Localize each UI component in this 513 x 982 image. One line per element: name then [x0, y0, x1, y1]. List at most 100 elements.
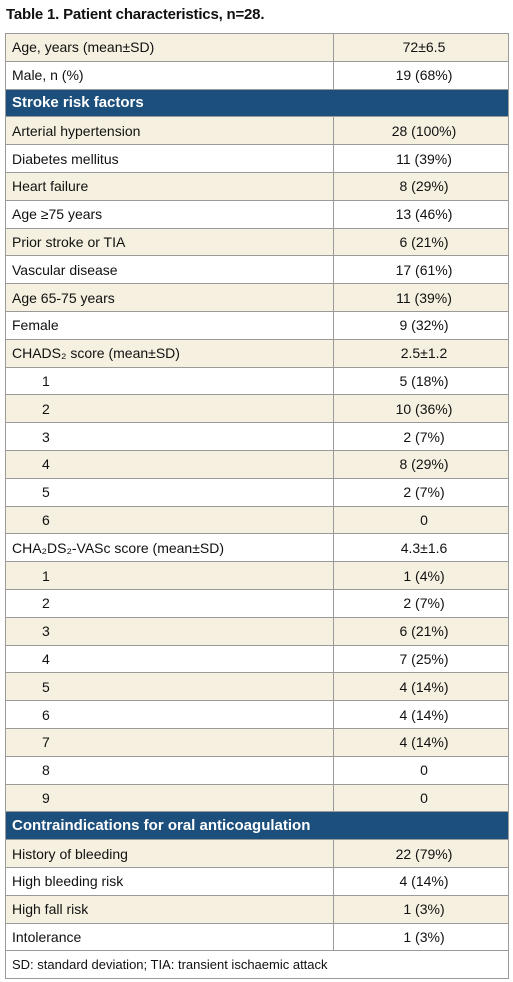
table-row: High bleeding risk 4 (14%) [6, 867, 509, 896]
table: Age, years (mean±SD) 72±6.5 Male, n (%) 19 … [5, 33, 509, 980]
row-label: Intolerance [6, 923, 334, 951]
row-label: Age, years (mean±SD) [6, 34, 334, 61]
row-label: Age 65-75 years [6, 284, 334, 311]
row-label: 4 [6, 450, 334, 478]
row-label: Age ≥75 years [6, 200, 334, 228]
row-value: 1 (3%) [334, 895, 509, 923]
table-title: Table 1. Patient characteristics, n=28. [6, 6, 265, 23]
row-label: CHADS₂ score (mean±SD) [6, 339, 334, 367]
row-label: Arterial hypertension [6, 117, 334, 145]
row-value: 1 (3%) [334, 923, 509, 951]
footnote-text: SD: standard deviation; TIA: transient i… [6, 951, 509, 979]
row-label: 7 [6, 728, 334, 756]
row-value: 5 (18%) [334, 367, 509, 395]
row-value: 10 (36%) [334, 395, 509, 423]
row-value: 4 (14%) [334, 728, 509, 756]
row-value: 6 (21%) [334, 617, 509, 645]
table-row: Male, n (%) 19 (68%) [6, 61, 509, 90]
row-value: 28 (100%) [334, 117, 509, 145]
section-header: Stroke risk factors [6, 89, 509, 118]
row-value: 13 (46%) [334, 200, 509, 228]
row-label: 5 [6, 673, 334, 701]
table-row: Age, years (mean±SD) 72±6.5 [6, 34, 509, 62]
row-label: Heart failure [6, 172, 334, 200]
row-label: 6 [6, 506, 334, 534]
row-label: 4 [6, 645, 334, 673]
table-row: Heart failure 8 (29%) [6, 172, 509, 201]
row-label: 1 [6, 562, 334, 589]
table-row: Female 9 (32%) [6, 311, 509, 340]
table-row: Intolerance 1 (3%) [6, 923, 509, 952]
row-label: 5 [6, 478, 334, 506]
row-value: 17 (61%) [334, 256, 509, 284]
row-label: 9 [6, 784, 334, 812]
row-label: 8 [6, 756, 334, 784]
row-value: 0 [334, 784, 509, 812]
row-label: Female [6, 311, 334, 339]
row-value: 72±6.5 [334, 34, 509, 61]
row-label: 3 [6, 617, 334, 645]
row-value: 9 (32%) [334, 311, 509, 339]
table-row: Vascular disease 17 (61%) [6, 256, 509, 285]
row-value: 4 (14%) [334, 867, 509, 895]
table-row: 2 10 (36%) [6, 395, 509, 424]
row-label: 2 [6, 395, 334, 423]
row-label: 1 [6, 367, 334, 395]
table-row: Age ≥75 years 13 (46%) [6, 200, 509, 229]
row-value: 8 (29%) [334, 450, 509, 478]
row-label: Vascular disease [6, 256, 334, 284]
row-value: 2 (7%) [334, 478, 509, 506]
row-label: Prior stroke or TIA [6, 228, 334, 256]
row-value: 11 (39%) [334, 145, 509, 172]
row-label: History of bleeding [6, 840, 334, 867]
table-row: Arterial hypertension 28 (100%) [6, 117, 509, 146]
row-label: 2 [6, 589, 334, 617]
row-value: 0 [334, 506, 509, 534]
table-row: CHA₂DS₂-VASc score (mean±SD) 4.3±1.6 [6, 534, 509, 563]
table-row: History of bleeding 22 (79%) [6, 840, 509, 868]
row-value: 0 [334, 756, 509, 784]
row-value: 8 (29%) [334, 172, 509, 200]
row-value: 11 (39%) [334, 284, 509, 311]
row-value: 7 (25%) [334, 645, 509, 673]
row-value: 6 (21%) [334, 228, 509, 256]
row-value: 19 (68%) [334, 61, 509, 89]
row-label: 6 [6, 701, 334, 728]
row-label: Male, n (%) [6, 61, 334, 89]
row-label: Diabetes mellitus [6, 145, 334, 172]
section-title: Stroke risk factors [6, 89, 509, 117]
section-header: Contraindications for oral anticoagulati… [6, 812, 509, 841]
row-value: 4 (14%) [334, 673, 509, 701]
row-value: 2 (7%) [334, 423, 509, 450]
row-value: 4 (14%) [334, 701, 509, 728]
table-footnote: SD: standard deviation; TIA: transient i… [6, 951, 509, 980]
row-label: 3 [6, 423, 334, 450]
row-label: High bleeding risk [6, 867, 334, 895]
row-label: High fall risk [6, 895, 334, 923]
row-value: 1 (4%) [334, 562, 509, 589]
row-label: CHA₂DS₂-VASc score (mean±SD) [6, 534, 334, 562]
table-row: High fall risk 1 (3%) [6, 895, 509, 924]
table-row: CHADS₂ score (mean±SD) 2.5±1.2 [6, 339, 509, 368]
section-title: Contraindications for oral anticoagulati… [6, 812, 509, 840]
row-value: 4.3±1.6 [334, 534, 509, 562]
row-value: 2.5±1.2 [334, 339, 509, 367]
table-row: Diabetes mellitus 11 (39%) [6, 145, 509, 173]
table-row: Prior stroke or TIA 6 (21%) [6, 228, 509, 257]
row-value: 2 (7%) [334, 589, 509, 617]
row-value: 22 (79%) [334, 840, 509, 867]
table-row: Age 65-75 years 11 (39%) [6, 284, 509, 312]
